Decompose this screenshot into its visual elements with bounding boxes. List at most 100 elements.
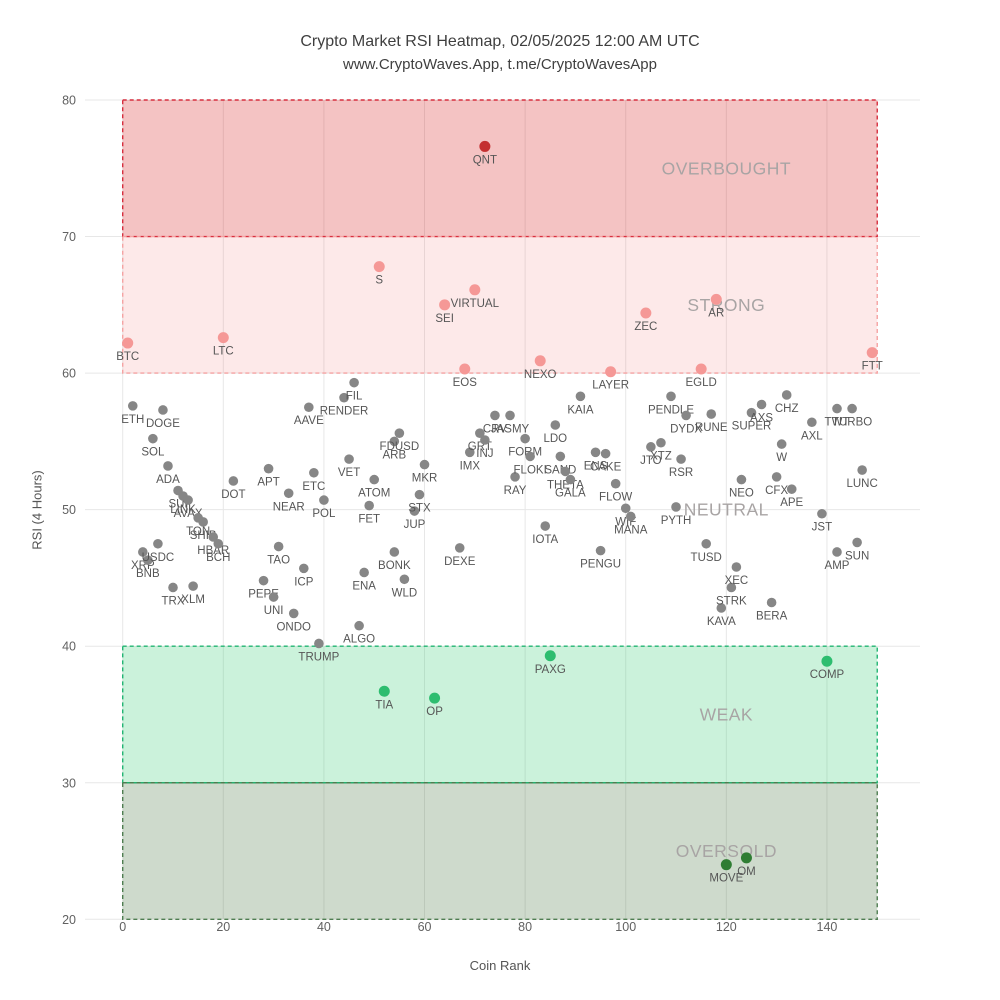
point-QNT[interactable]: [479, 140, 491, 152]
point-EOS[interactable]: [459, 363, 471, 375]
point-PYTH[interactable]: [671, 502, 681, 512]
point-INJ[interactable]: [480, 435, 490, 445]
point-CAKE[interactable]: [600, 448, 611, 459]
point-ADA[interactable]: [163, 461, 173, 471]
point-LUNC[interactable]: [857, 465, 867, 475]
point-JASMY[interactable]: [505, 410, 515, 421]
point-SUPER[interactable]: [746, 407, 757, 418]
point-BERA[interactable]: [766, 597, 777, 608]
point-SAND[interactable]: [555, 451, 566, 462]
point-ARB[interactable]: [389, 436, 400, 447]
point-ETC[interactable]: [309, 467, 319, 478]
point-HBAR[interactable]: [208, 532, 219, 542]
point-TURBO[interactable]: [847, 403, 857, 414]
point-USDC[interactable]: [153, 538, 163, 549]
point-ICP[interactable]: [298, 563, 309, 574]
point-BONK[interactable]: [389, 547, 400, 557]
point-OM[interactable]: [740, 852, 752, 864]
point-JTO[interactable]: [646, 442, 656, 452]
point-WIF[interactable]: [620, 503, 631, 514]
point-NEXO[interactable]: [534, 355, 546, 367]
point-FDUSD[interactable]: [394, 428, 405, 438]
point-JUP[interactable]: [409, 506, 420, 516]
point-SHIB[interactable]: [198, 517, 208, 527]
point-LDO[interactable]: [550, 420, 561, 430]
point-CHZ[interactable]: [781, 390, 792, 400]
point-RENDER[interactable]: [339, 392, 349, 403]
point-FTT[interactable]: [866, 347, 878, 359]
point-APT[interactable]: [263, 463, 274, 474]
point-JST[interactable]: [817, 508, 827, 519]
point-KAIA[interactable]: [575, 391, 586, 402]
point-S[interactable]: [373, 261, 385, 273]
point-VET[interactable]: [344, 454, 354, 464]
point-BTC[interactable]: [122, 337, 134, 349]
point-TRUMP[interactable]: [314, 638, 324, 649]
point-COMP[interactable]: [821, 655, 833, 667]
point-PAXG[interactable]: [544, 650, 556, 662]
point-MANA[interactable]: [625, 511, 636, 522]
point-ETH[interactable]: [127, 401, 138, 411]
point-XEC[interactable]: [731, 562, 742, 572]
point-W[interactable]: [776, 439, 787, 449]
point-TUSD[interactable]: [701, 538, 712, 549]
point-TRX[interactable]: [168, 582, 178, 593]
point-DEXE[interactable]: [454, 543, 465, 553]
point-ZEC[interactable]: [640, 307, 652, 319]
point-DYDX[interactable]: [681, 410, 691, 421]
point-MOVE[interactable]: [720, 859, 732, 871]
point-AMP[interactable]: [832, 547, 842, 557]
point-OP[interactable]: [429, 692, 441, 704]
point-TWT[interactable]: [832, 403, 842, 414]
point-AXS[interactable]: [756, 399, 767, 410]
point-NEAR[interactable]: [283, 488, 294, 499]
point-IMX[interactable]: [464, 447, 475, 458]
point-STRK[interactable]: [726, 582, 737, 593]
point-FORM[interactable]: [520, 433, 530, 444]
point-PEPE[interactable]: [258, 575, 269, 586]
point-ATOM[interactable]: [369, 474, 380, 485]
point-LTC[interactable]: [217, 332, 229, 344]
point-UNI[interactable]: [268, 592, 279, 602]
point-ALGO[interactable]: [354, 620, 364, 631]
point-WLD[interactable]: [399, 574, 410, 585]
point-ENA[interactable]: [359, 567, 369, 578]
point-BCH[interactable]: [213, 538, 224, 549]
point-PENGU[interactable]: [595, 545, 606, 556]
point-GALA[interactable]: [565, 474, 576, 485]
point-TAO[interactable]: [273, 541, 284, 552]
point-FLOKI[interactable]: [525, 451, 535, 462]
point-VIRTUAL[interactable]: [469, 284, 481, 296]
point-XTZ[interactable]: [656, 437, 666, 448]
point-POL[interactable]: [319, 495, 329, 505]
point-AAVE[interactable]: [304, 402, 314, 413]
point-AR[interactable]: [710, 293, 722, 305]
point-TIA[interactable]: [378, 685, 390, 697]
point-APE[interactable]: [786, 484, 797, 494]
point-CRV[interactable]: [490, 410, 500, 421]
point-CFX[interactable]: [771, 472, 782, 482]
point-FIL[interactable]: [349, 377, 359, 388]
point-GRT[interactable]: [475, 428, 485, 438]
point-FLOW[interactable]: [610, 478, 621, 489]
point-NEO[interactable]: [736, 474, 747, 485]
point-MKR[interactable]: [419, 459, 430, 470]
point-AXL[interactable]: [807, 417, 817, 428]
point-XLM[interactable]: [188, 581, 198, 591]
point-SUN[interactable]: [852, 537, 862, 548]
point-BNB[interactable]: [143, 555, 153, 565]
point-DOGE[interactable]: [158, 405, 168, 415]
point-ONDO[interactable]: [288, 608, 299, 619]
point-RUNE[interactable]: [706, 409, 717, 419]
point-SOL[interactable]: [148, 433, 158, 444]
point-EGLD[interactable]: [695, 363, 707, 375]
point-LAYER[interactable]: [605, 366, 617, 378]
point-AVAX[interactable]: [183, 495, 193, 505]
point-RSR[interactable]: [676, 454, 686, 464]
point-SEI[interactable]: [439, 299, 451, 311]
point-XRP[interactable]: [138, 547, 148, 557]
point-ENS[interactable]: [590, 447, 601, 458]
point-DOT[interactable]: [228, 476, 239, 486]
point-THETA[interactable]: [560, 466, 571, 477]
